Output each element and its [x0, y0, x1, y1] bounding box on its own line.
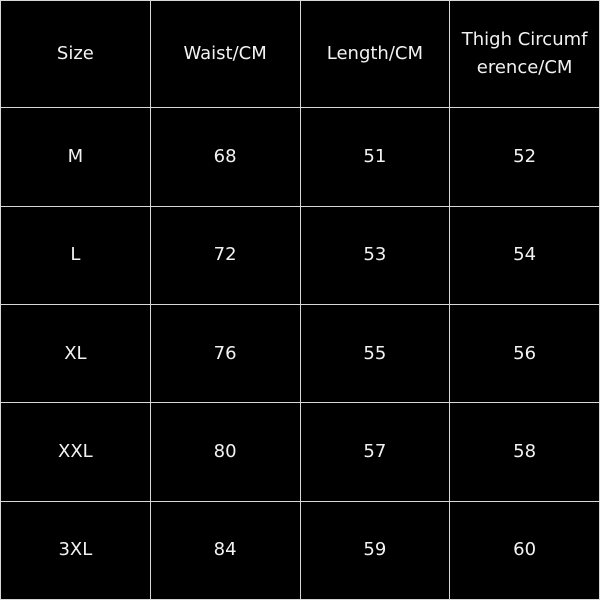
- table-cell: 54: [449, 205, 600, 306]
- table-cell: XXL: [0, 402, 151, 502]
- table-cell: 52: [449, 107, 600, 207]
- table-cell: 57: [299, 402, 451, 502]
- header-cell: Length/CM: [299, 0, 451, 109]
- table-cell: 51: [299, 107, 451, 207]
- table-cell: 68: [149, 107, 301, 207]
- table-cell: 60: [449, 500, 600, 600]
- header-cell: Size: [0, 0, 151, 109]
- header-row: Size Waist/CM Length/CM Thigh Circumference…: [0, 0, 600, 109]
- table-cell: L: [0, 205, 151, 306]
- table-cell: M: [0, 107, 151, 207]
- table-cell: 84: [149, 500, 301, 600]
- header-cell: Thigh Circumference/CM: [449, 0, 600, 109]
- table-row: XL 76 55 56: [0, 303, 600, 404]
- table-row: L 72 53 54: [0, 205, 600, 306]
- table-cell: 80: [149, 402, 301, 502]
- table-cell: 55: [299, 303, 451, 404]
- table-cell: 59: [299, 500, 451, 600]
- table-cell: 3XL: [0, 500, 151, 600]
- table-cell: 56: [449, 303, 600, 404]
- header-cell: Waist/CM: [149, 0, 301, 109]
- table-cell: 76: [149, 303, 301, 404]
- table-cell: 58: [449, 402, 600, 502]
- table-row: M 68 51 52: [0, 107, 600, 207]
- table-cell: 72: [149, 205, 301, 306]
- table-cell: 53: [299, 205, 451, 306]
- table-row: XXL 80 57 58: [0, 402, 600, 502]
- table-cell: XL: [0, 303, 151, 404]
- table-row: 3XL 84 59 60: [0, 500, 600, 600]
